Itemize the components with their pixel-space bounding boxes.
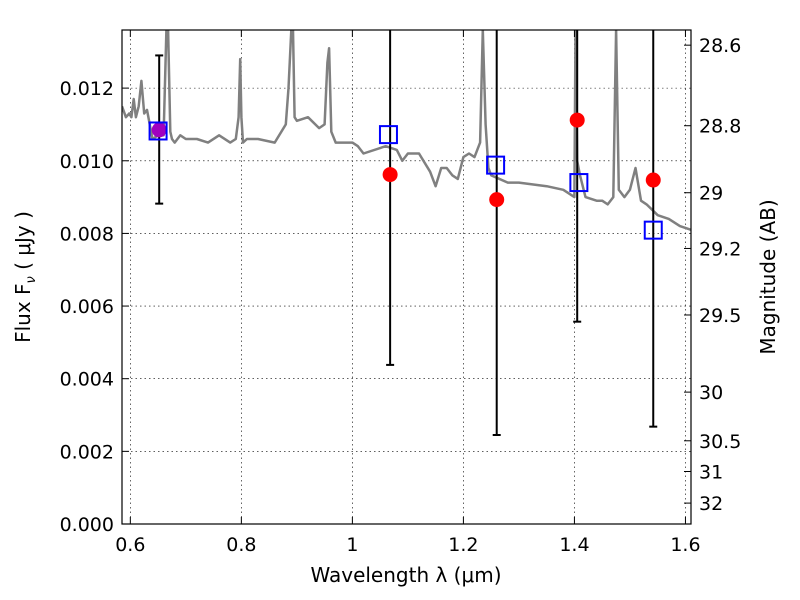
y2-tick-label: 29.5 [699,305,741,327]
model-point [378,125,398,145]
y2-axis-label: Magnitude (AB) [756,199,780,354]
observed-point [382,167,398,183]
axis-ticks: 0.6 0.8 1 1.2 1.4 1.6 0.000 0.002 0.004 0.006 0.00… [60,30,741,556]
y2-tick-label: 28.8 [699,116,741,138]
y2-tick-label: 29 [699,183,723,205]
x-tick-label: 1 [346,534,358,556]
y-tick-label: 0.012 [60,78,114,100]
y-tick-label: 0.006 [60,296,114,318]
x-tick-label: 1.6 [670,534,700,556]
y-tick-label: 0.010 [60,151,114,173]
observed-point [569,112,585,128]
plot-frame [121,29,692,525]
y-tick-label: 0.004 [60,369,114,391]
y2-tick-label: 28.6 [699,35,741,57]
plot-content [122,30,691,437]
x-tick-label: 0.6 [115,534,145,556]
y-tick-label: 0.002 [60,441,114,463]
y2-tick-label: 30 [699,382,723,404]
y2-tick-label: 29.2 [699,238,741,260]
y2-tick-label: 31 [699,461,723,483]
x-axis-label: Wavelength λ (μm) [310,563,501,587]
x-tick-label: 1.2 [448,534,478,556]
y-axis-label-main: Flux F [11,283,35,342]
y2-tick-label: 32 [699,493,723,515]
y-axis-label-unit: ( μJy ) [11,211,35,276]
plot-background [122,30,691,524]
x-tick-label: 0.8 [226,534,256,556]
y-tick-label: 0.008 [60,223,114,245]
y2-tick-label: 30.5 [699,431,741,453]
model-point [569,173,589,193]
model-point [148,121,168,141]
observed-point [151,122,167,138]
observed-point [489,192,505,208]
x-tick-label: 1.4 [559,534,589,556]
y-tick-label: 0.000 [60,514,114,536]
model-point [486,155,506,175]
model-point [643,220,663,240]
observed-point [645,172,661,188]
y-axis-label-sub: ν [24,276,39,283]
y-axis-label: Flux Fν ( μJy ) [11,211,39,343]
spectrum-line [122,30,691,231]
